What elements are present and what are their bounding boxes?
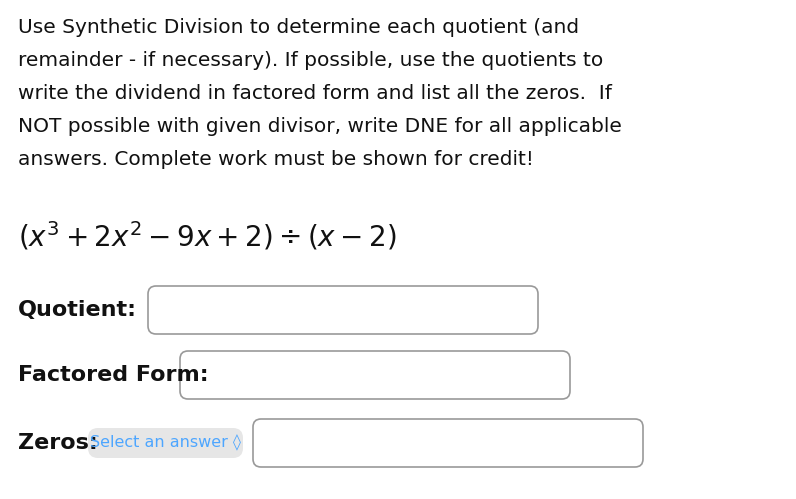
Text: Select an answer ◊: Select an answer ◊ xyxy=(90,435,241,451)
Text: remainder - if necessary). If possible, use the quotients to: remainder - if necessary). If possible, … xyxy=(18,51,603,70)
Text: Factored Form:: Factored Form: xyxy=(18,365,209,385)
Text: answers. Complete work must be shown for credit!: answers. Complete work must be shown for… xyxy=(18,150,534,169)
FancyBboxPatch shape xyxy=(88,428,243,458)
FancyBboxPatch shape xyxy=(148,286,538,334)
Text: $(x^3 + 2x^2 - 9x + 2) \div (x - 2)$: $(x^3 + 2x^2 - 9x + 2) \div (x - 2)$ xyxy=(18,220,396,253)
FancyBboxPatch shape xyxy=(253,419,643,467)
FancyBboxPatch shape xyxy=(180,351,570,399)
Text: Quotient:: Quotient: xyxy=(18,300,137,320)
Text: Use Synthetic Division to determine each quotient (and: Use Synthetic Division to determine each… xyxy=(18,18,579,37)
Text: Zeros:: Zeros: xyxy=(18,433,98,453)
Text: NOT possible with given divisor, write DNE for all applicable: NOT possible with given divisor, write D… xyxy=(18,117,622,136)
Text: write the dividend in factored form and list all the zeros.  If: write the dividend in factored form and … xyxy=(18,84,612,103)
